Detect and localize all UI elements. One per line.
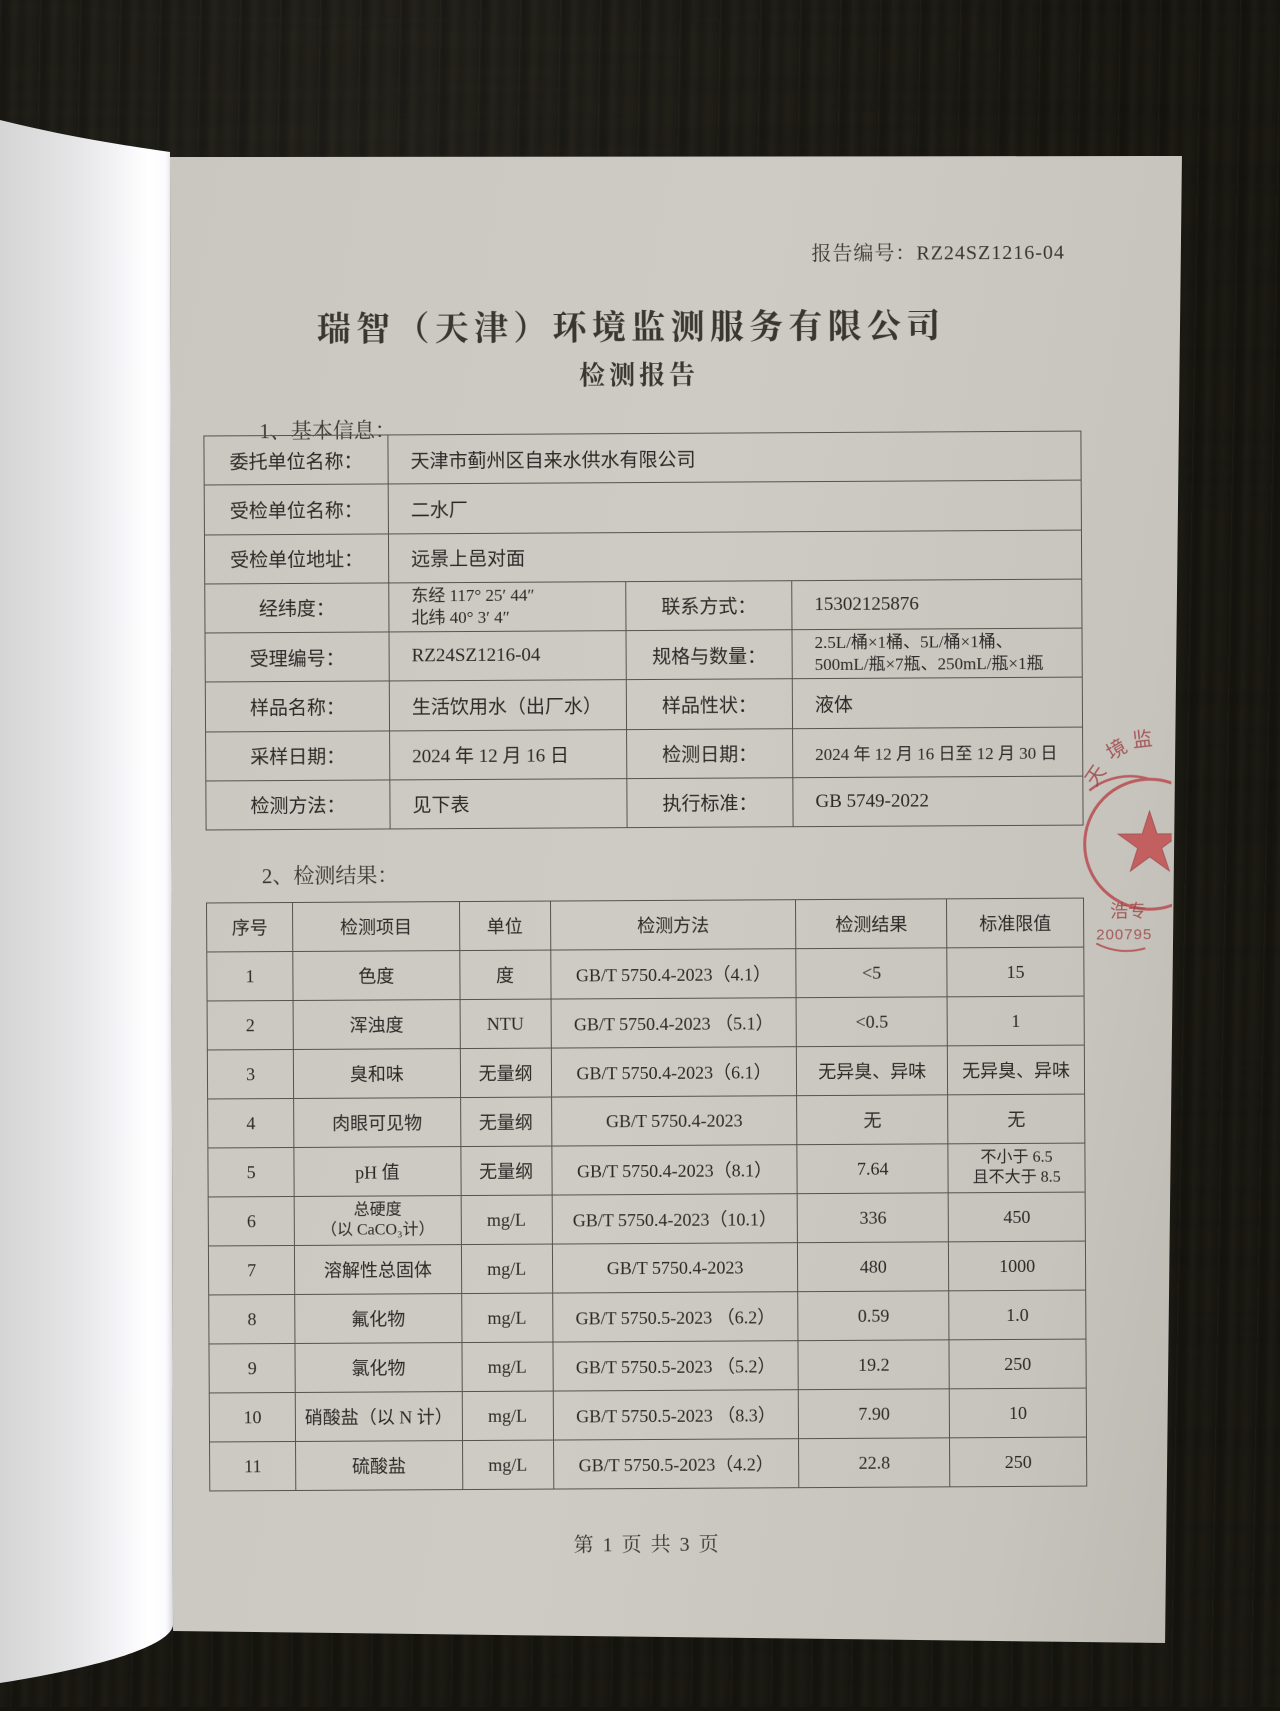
svg-text:境: 境 <box>1102 735 1131 765</box>
svg-text:监: 监 <box>1131 727 1153 752</box>
svg-text:天: 天 <box>1081 761 1110 790</box>
svg-text:200795: 200795 <box>1096 926 1152 943</box>
svg-text:浩专: 浩专 <box>1110 901 1146 921</box>
